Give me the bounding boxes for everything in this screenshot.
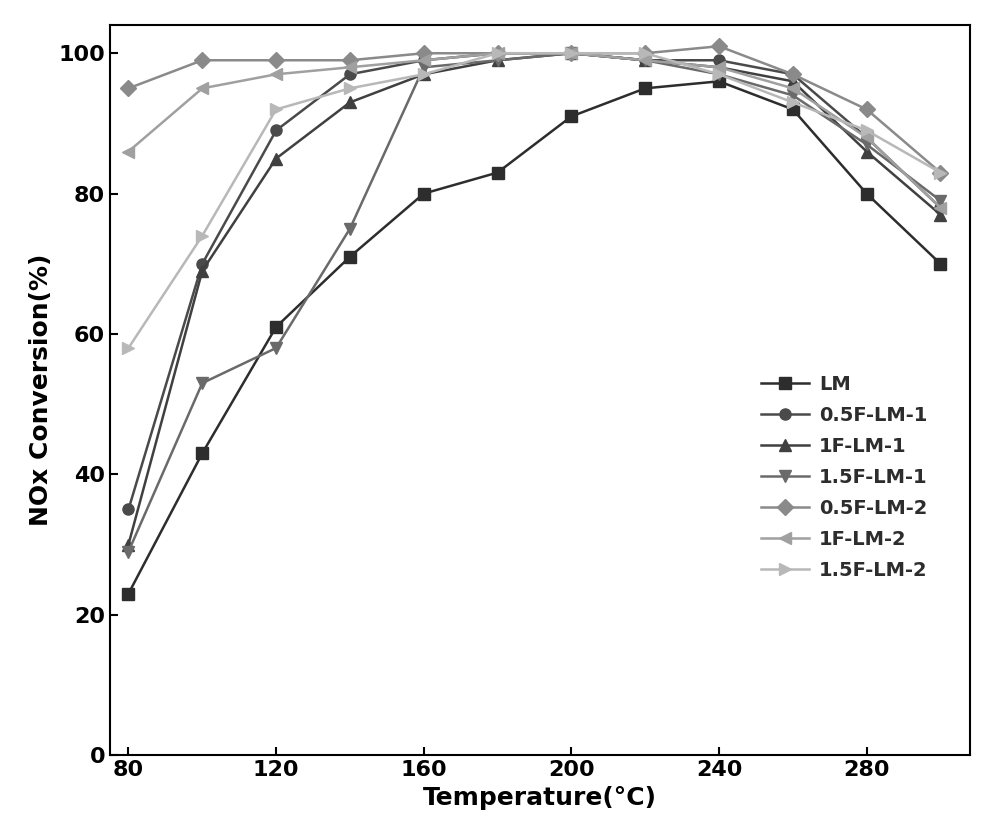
1.5F-LM-1: [787, 91, 799, 101]
LM: [861, 189, 873, 199]
1F-LM-2: [565, 48, 577, 58]
1F-LM-2: [639, 55, 651, 65]
1.5F-LM-1: [861, 139, 873, 149]
0.5F-LM-1: [639, 55, 651, 65]
Y-axis label: NOx Conversion(%): NOx Conversion(%): [29, 254, 53, 526]
1.5F-LM-2: [565, 48, 577, 58]
Line: LM: LM: [123, 76, 946, 599]
1F-LM-2: [787, 83, 799, 93]
0.5F-LM-2: [418, 48, 430, 58]
1.5F-LM-2: [122, 343, 134, 353]
1.5F-LM-2: [196, 231, 208, 241]
1F-LM-2: [122, 147, 134, 157]
1.5F-LM-1: [344, 224, 356, 234]
1.5F-LM-2: [344, 83, 356, 93]
1F-LM-1: [196, 266, 208, 276]
1.5F-LM-1: [639, 55, 651, 65]
LM: [492, 168, 504, 178]
Legend: LM, 0.5F-LM-1, 1F-LM-1, 1.5F-LM-1, 0.5F-LM-2, 1F-LM-2, 1.5F-LM-2: LM, 0.5F-LM-1, 1F-LM-1, 1.5F-LM-1, 0.5F-…: [745, 359, 943, 596]
0.5F-LM-2: [787, 70, 799, 80]
1F-LM-1: [418, 70, 430, 80]
0.5F-LM-2: [196, 55, 208, 65]
Line: 1.5F-LM-2: 1.5F-LM-2: [123, 48, 946, 353]
1F-LM-2: [861, 133, 873, 143]
1.5F-LM-2: [492, 48, 504, 58]
0.5F-LM-1: [492, 48, 504, 58]
1F-LM-2: [934, 203, 946, 213]
LM: [196, 448, 208, 458]
LM: [787, 104, 799, 114]
Line: 1.5F-LM-1: 1.5F-LM-1: [123, 48, 946, 557]
LM: [122, 589, 134, 599]
1.5F-LM-2: [639, 48, 651, 58]
1F-LM-1: [639, 55, 651, 65]
1F-LM-2: [492, 48, 504, 58]
0.5F-LM-2: [565, 48, 577, 58]
1F-LM-1: [934, 210, 946, 220]
1F-LM-1: [861, 147, 873, 157]
0.5F-LM-2: [344, 55, 356, 65]
1.5F-LM-1: [934, 195, 946, 206]
1.5F-LM-2: [934, 168, 946, 178]
0.5F-LM-1: [861, 133, 873, 143]
LM: [344, 252, 356, 262]
1F-LM-1: [787, 76, 799, 86]
1.5F-LM-1: [196, 378, 208, 388]
0.5F-LM-1: [418, 55, 430, 65]
0.5F-LM-2: [934, 168, 946, 178]
0.5F-LM-1: [787, 70, 799, 80]
0.5F-LM-2: [492, 48, 504, 58]
LM: [934, 258, 946, 268]
1.5F-LM-2: [418, 70, 430, 80]
0.5F-LM-1: [270, 125, 282, 135]
LM: [713, 76, 725, 86]
1F-LM-2: [713, 62, 725, 72]
Line: 1F-LM-2: 1F-LM-2: [123, 48, 946, 213]
LM: [270, 322, 282, 332]
0.5F-LM-1: [934, 203, 946, 213]
1.5F-LM-2: [713, 70, 725, 80]
Line: 0.5F-LM-2: 0.5F-LM-2: [123, 40, 946, 178]
Line: 0.5F-LM-1: 0.5F-LM-1: [123, 48, 946, 515]
1.5F-LM-2: [861, 125, 873, 135]
LM: [418, 189, 430, 199]
0.5F-LM-1: [196, 258, 208, 268]
1F-LM-2: [418, 55, 430, 65]
0.5F-LM-2: [270, 55, 282, 65]
1F-LM-2: [196, 83, 208, 93]
X-axis label: Temperature(°C): Temperature(°C): [423, 785, 657, 810]
0.5F-LM-2: [861, 104, 873, 114]
0.5F-LM-1: [565, 48, 577, 58]
0.5F-LM-1: [713, 55, 725, 65]
1F-LM-1: [122, 539, 134, 550]
1.5F-LM-1: [418, 62, 430, 72]
0.5F-LM-2: [713, 41, 725, 51]
1F-LM-2: [344, 62, 356, 72]
1F-LM-1: [270, 154, 282, 164]
1F-LM-1: [344, 97, 356, 107]
1F-LM-1: [713, 62, 725, 72]
0.5F-LM-1: [122, 504, 134, 514]
1.5F-LM-1: [270, 343, 282, 353]
LM: [639, 83, 651, 93]
1.5F-LM-1: [713, 70, 725, 80]
1F-LM-2: [270, 70, 282, 80]
1.5F-LM-1: [492, 55, 504, 65]
0.5F-LM-2: [122, 83, 134, 93]
Line: 1F-LM-1: 1F-LM-1: [123, 48, 946, 550]
1.5F-LM-2: [270, 104, 282, 114]
1.5F-LM-1: [122, 546, 134, 556]
0.5F-LM-2: [639, 48, 651, 58]
0.5F-LM-1: [344, 70, 356, 80]
1F-LM-1: [492, 55, 504, 65]
1.5F-LM-1: [565, 48, 577, 58]
1F-LM-1: [565, 48, 577, 58]
1.5F-LM-2: [787, 97, 799, 107]
LM: [565, 112, 577, 122]
